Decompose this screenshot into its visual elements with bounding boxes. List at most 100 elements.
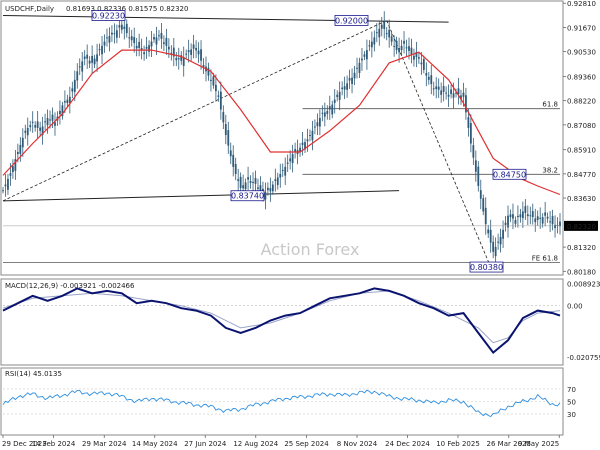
candle-body [172,47,175,57]
candle-body [108,35,111,43]
candle-body [4,184,7,187]
candle-body [175,57,178,61]
moving-average-line [2,49,561,196]
candle-body [12,166,14,173]
candle-body [224,124,227,136]
candle-body [489,229,492,243]
candle-body [494,246,497,257]
candle-body [393,45,396,47]
candle-body [388,29,391,38]
candle-body [403,40,405,44]
candle-body [214,84,217,92]
price-axis-label: 0.85910 [567,147,596,155]
candle-body [410,47,413,55]
candle-body [155,37,158,45]
candle-body [259,185,262,191]
price-axis-label: 0.89360 [567,73,596,81]
date-axis-label: 29 Mar 2024 [82,440,127,448]
candle-body [425,72,428,76]
candle-body [244,182,247,190]
candle-body [432,88,435,90]
candle-body [165,37,168,46]
candle-body [103,41,106,46]
candle-body [170,52,173,54]
candle-body [427,76,430,80]
candle-body [182,57,185,66]
candle-body [469,123,472,144]
candle-body [26,127,29,136]
candle-body [452,93,455,98]
candle-body [36,121,39,128]
rsi-axis-label: 70 [567,386,576,394]
macd-pane-frame [0,278,564,366]
candle-body [187,50,190,53]
candle-body [351,77,353,85]
candle-body [536,216,539,220]
trendline-lower-channel [2,190,400,202]
price-axis-label: 0.80180 [567,268,596,276]
candle-body [507,215,509,228]
candle-body [457,88,460,94]
candle-body [447,94,450,97]
candle-body [266,187,269,191]
candle-body [316,122,319,127]
candle-body [91,55,94,63]
macd-axis-label: 0.008923 [567,281,600,289]
candle-body [96,54,98,62]
candle-body [143,52,146,55]
candle-body [338,91,341,100]
candle-body [299,147,301,153]
price-label: 0.92000 [335,16,368,25]
candle-body [398,48,400,53]
candle-body [197,50,200,55]
candle-body [219,91,222,110]
candle-body [41,126,44,135]
candle-body [353,72,356,79]
candle-body [118,25,121,28]
candle-body [93,58,96,65]
trendline-rising-support [2,20,387,202]
candle-body [314,126,316,128]
candle-body [294,149,297,153]
candle-body [257,187,259,189]
candle-body [34,125,37,128]
candle-body [514,219,517,224]
symbol-label: USDCHF,Daily [5,5,54,13]
candle-body [115,30,118,38]
candle-body [502,229,504,239]
candle-body [59,110,61,115]
price-label: 0.84750 [493,170,526,179]
date-axis-label: 29 Dec 2023 [2,440,47,448]
candle-body [66,99,69,104]
date-axis-label: 26 Mar 2025 [487,440,531,448]
candle-body [549,221,551,223]
candle-body [249,181,252,183]
candle-body [286,162,289,164]
price-label: 0.92230 [92,12,125,21]
candle-body [153,36,155,40]
candle-body [460,95,462,100]
candle-body [551,216,554,225]
candle-body [531,211,534,218]
price-axis-label: 0.88220 [567,98,596,106]
candle-body [180,55,183,61]
candle-body [326,110,329,114]
price-label: 0.80380 [470,263,503,272]
candle-body [413,55,415,60]
candle-body [301,142,304,145]
candle-body [158,35,160,37]
date-axis-label: 8 Nov 2024 [337,440,378,448]
candle-body [546,216,549,219]
candle-body [222,112,225,123]
candle-body [306,139,309,142]
candle-body [254,177,257,184]
candle-body [19,144,22,155]
candle-body [78,66,81,68]
macd-signal-line [2,290,561,344]
candle-body [200,49,202,61]
candle-body [445,92,448,94]
candle-body [499,236,502,245]
candle-body [81,61,84,72]
current-price-box [564,220,598,231]
